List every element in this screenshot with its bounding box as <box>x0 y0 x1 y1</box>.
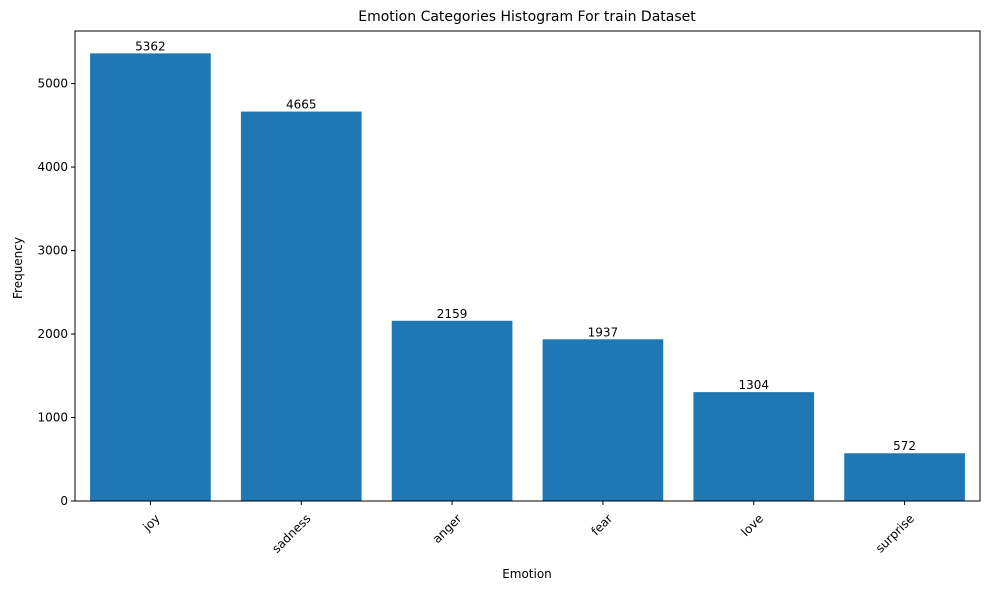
plot-frame <box>74 30 981 502</box>
bar-anger <box>391 320 513 501</box>
bar-sadness <box>240 111 362 501</box>
y-tick-label: 0 <box>60 494 68 508</box>
y-tick-label: 4000 <box>37 160 68 174</box>
x-axis-label: Emotion <box>502 567 552 581</box>
data-label-joy: 5362 <box>135 39 166 53</box>
data-labels-layer: 5362 4665 2159 1937 1304 572 <box>135 39 916 453</box>
data-label-surprise: 572 <box>893 439 916 453</box>
data-label-anger: 2159 <box>437 307 468 321</box>
bar-surprise <box>844 453 965 501</box>
bar-fear <box>542 339 664 501</box>
y-axis: 0 1000 2000 3000 4000 5000 <box>37 77 75 508</box>
y-tick-label: 5000 <box>37 77 68 91</box>
bar-love <box>693 392 815 501</box>
chart-title: Emotion Categories Histogram For train D… <box>358 9 696 25</box>
y-tick-label: 2000 <box>37 327 68 341</box>
y-tick-label: 1000 <box>37 411 68 425</box>
y-tick-label: 3000 <box>37 244 68 258</box>
y-axis-label: Frequency <box>11 237 25 299</box>
data-label-love: 1304 <box>738 378 769 392</box>
bar-joy <box>90 53 211 502</box>
data-label-fear: 1937 <box>588 325 619 339</box>
data-label-sadness: 4665 <box>286 98 317 112</box>
bars-layer <box>90 53 965 502</box>
